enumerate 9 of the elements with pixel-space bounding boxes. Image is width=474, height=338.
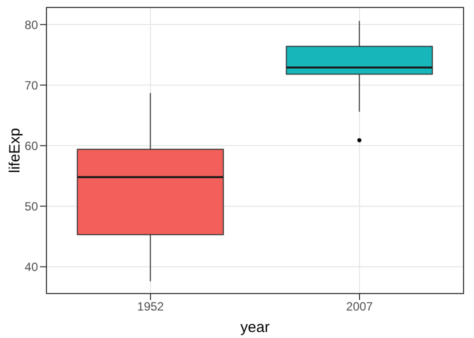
y-tick-label: 60 [24,138,38,153]
x-tick-label: 2007 [346,300,374,314]
y-tick-label: 70 [24,78,38,92]
x-axis-title: year [240,319,270,336]
y-axis-title: lifeExp [6,128,24,174]
y-tick-label: 80 [24,18,38,32]
y-tick-label: 50 [24,199,38,214]
x-tick-label: 1952 [137,300,164,314]
y-tick-label: 40 [24,260,38,274]
